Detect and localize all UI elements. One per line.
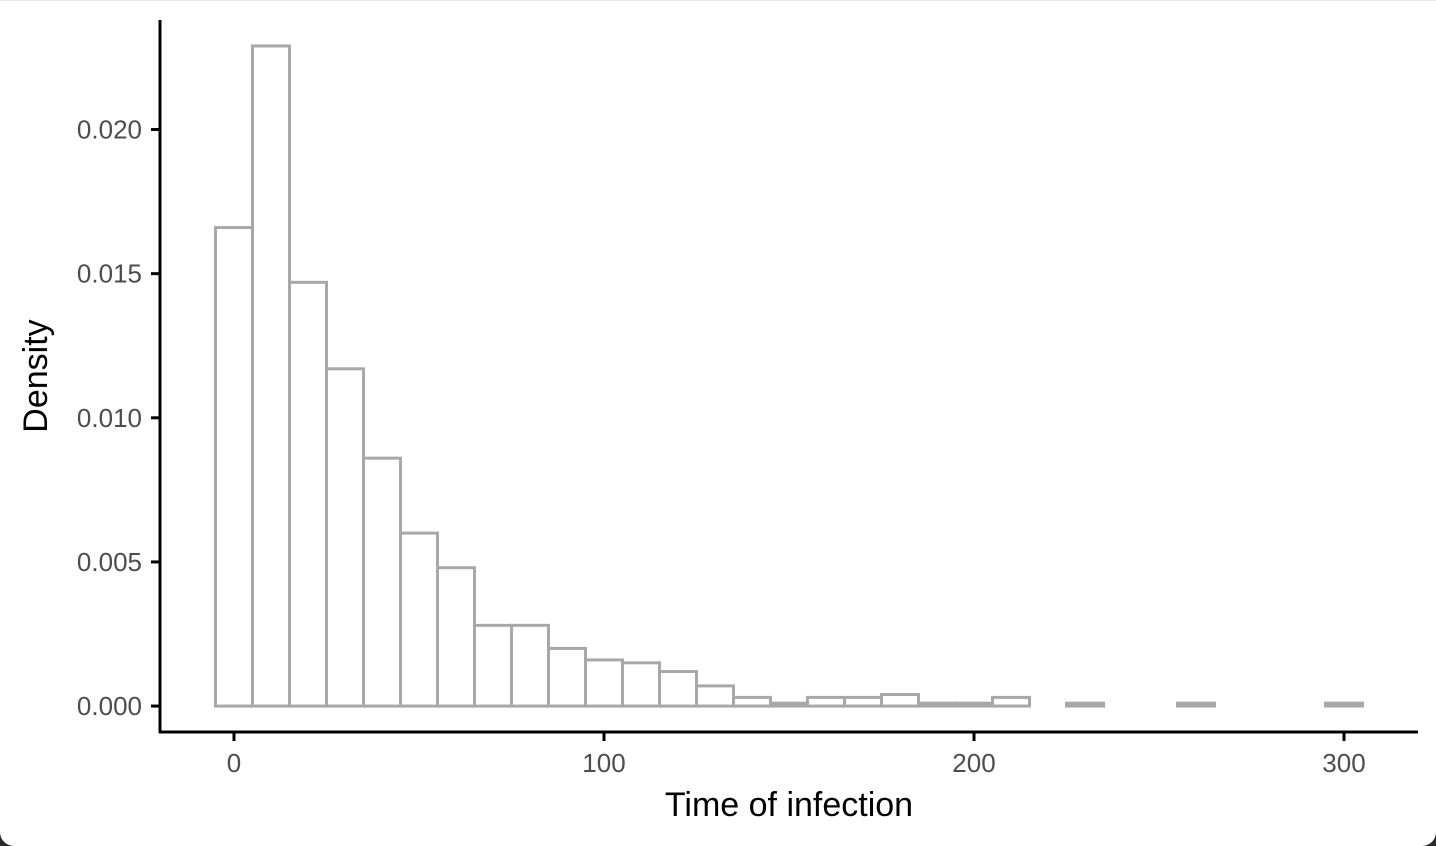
histogram-bar <box>1176 701 1216 708</box>
histogram-bar <box>954 701 994 708</box>
y-tick-label: 0.020 <box>77 115 142 145</box>
x-ticks-group: 0 100 200 300 <box>227 732 1366 778</box>
histogram-bar <box>362 456 402 708</box>
histogram-bar <box>991 695 1031 708</box>
histogram-bar <box>880 693 920 708</box>
histogram-bar <box>325 367 365 708</box>
histogram-bar <box>917 701 957 708</box>
x-tick-label: 300 <box>1322 748 1365 778</box>
histogram-bar <box>251 44 291 708</box>
x-axis-title: Time of infection <box>665 786 913 824</box>
y-tick-label: 0.010 <box>77 403 142 433</box>
histogram-bar <box>1065 701 1105 708</box>
histogram-bar <box>214 226 254 708</box>
histogram-bar <box>510 623 550 708</box>
histogram-bar <box>621 661 661 708</box>
histogram-bar <box>584 658 624 708</box>
y-tick-label: 0.005 <box>77 547 142 577</box>
histogram-bar <box>658 669 698 708</box>
y-tick-label: 0.015 <box>77 259 142 289</box>
x-tick-label: 0 <box>227 748 241 778</box>
bars-group <box>214 44 1364 708</box>
y-tick-label: 0.000 <box>77 691 142 721</box>
y-axis-title: Density <box>17 319 55 432</box>
histogram-bar <box>399 531 439 708</box>
histogram-bar <box>288 280 328 708</box>
histogram-bar <box>547 646 587 708</box>
histogram-bar <box>769 701 809 708</box>
y-ticks-group: 0.000 0.005 0.010 0.015 0.020 <box>77 115 160 721</box>
histogram-bar <box>806 695 846 708</box>
histogram-bar <box>436 566 476 708</box>
histogram-bar <box>1324 701 1364 708</box>
axes-group <box>158 20 1418 734</box>
histogram-bar <box>843 695 883 708</box>
x-tick-label: 200 <box>952 748 995 778</box>
x-tick-label: 100 <box>582 748 625 778</box>
histogram-bar <box>732 695 772 708</box>
histogram-bar <box>695 684 735 708</box>
histogram-bar <box>473 623 513 708</box>
